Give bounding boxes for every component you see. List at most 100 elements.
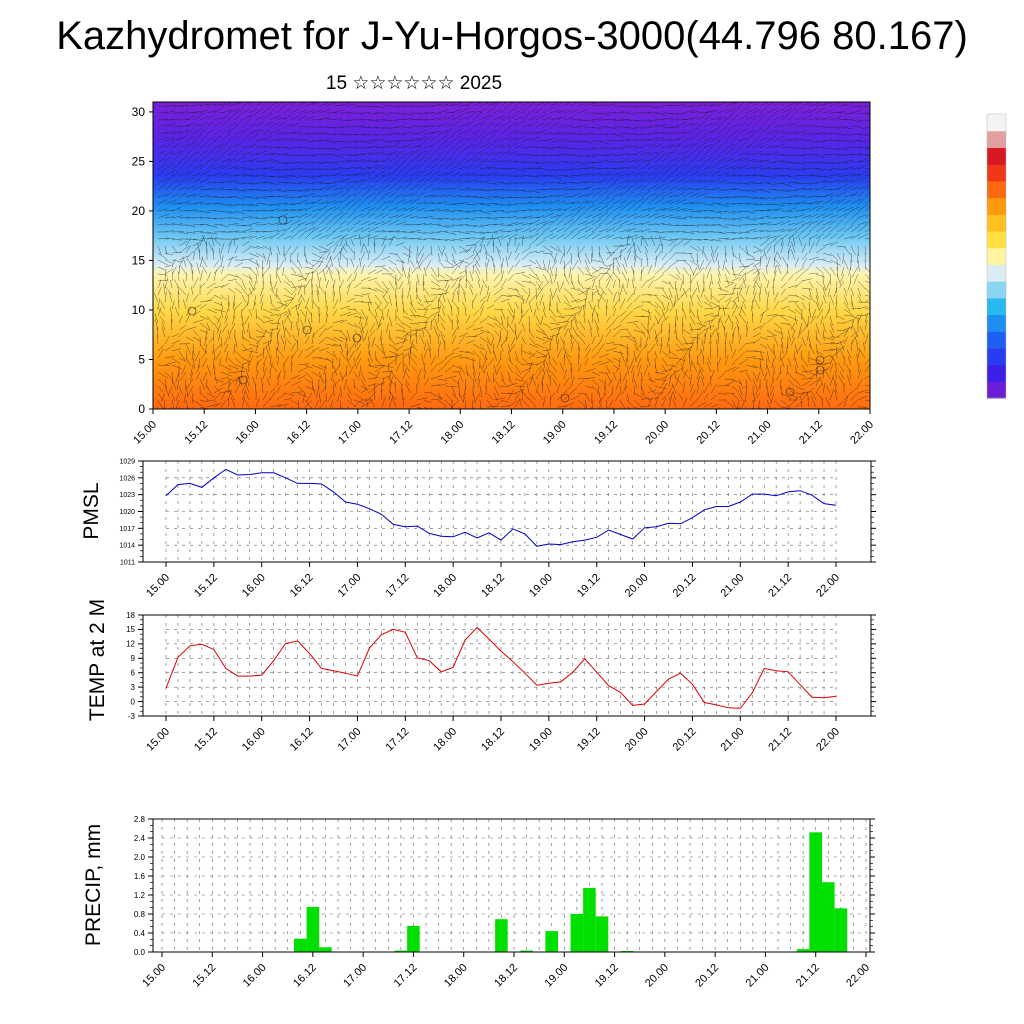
barb	[213, 301, 223, 306]
barb	[164, 264, 174, 268]
barb	[164, 245, 167, 255]
barb	[395, 340, 408, 345]
barb	[178, 171, 190, 177]
y-tick-label: 2.4	[134, 834, 146, 843]
barb	[381, 205, 389, 212]
barb	[234, 150, 243, 156]
barb	[262, 145, 271, 149]
barb	[157, 287, 162, 296]
pmsl-grid	[165, 461, 837, 562]
barb	[227, 188, 239, 191]
barb	[339, 133, 351, 136]
barb	[220, 188, 233, 191]
barb	[164, 268, 174, 275]
barb	[157, 208, 167, 212]
barb	[346, 399, 357, 408]
barb	[178, 156, 188, 163]
barb	[269, 232, 280, 240]
barb	[290, 182, 303, 185]
precip-bar	[294, 938, 307, 952]
barb	[262, 384, 264, 394]
barb	[423, 156, 432, 163]
barb	[437, 230, 448, 233]
barb	[368, 329, 376, 339]
precip-bar	[834, 908, 848, 952]
barb	[430, 148, 442, 156]
barb	[402, 333, 408, 345]
barb	[241, 135, 250, 142]
barb	[409, 170, 421, 177]
barb	[248, 230, 259, 233]
barb	[374, 160, 385, 163]
barb	[318, 266, 327, 275]
barb	[404, 363, 411, 373]
barb	[278, 259, 285, 270]
barb	[241, 247, 251, 254]
barb	[192, 304, 202, 310]
barb	[283, 287, 291, 294]
barb	[206, 282, 217, 289]
barb	[416, 308, 428, 310]
barb	[262, 175, 275, 178]
barb	[329, 399, 334, 409]
barb	[157, 252, 168, 261]
barb	[423, 378, 430, 387]
barb	[255, 209, 266, 212]
barb	[339, 220, 348, 226]
barb	[395, 193, 404, 198]
barb	[451, 162, 462, 170]
barb	[346, 273, 353, 282]
colorbar-swatch	[987, 114, 1006, 132]
barb	[266, 252, 271, 265]
barb	[164, 230, 175, 233]
barb	[411, 266, 418, 274]
x-tick-label: 19.12	[592, 419, 620, 447]
barb	[297, 109, 308, 114]
y-tick-label: 0.4	[134, 929, 146, 938]
barb	[374, 315, 379, 328]
x-tick-label: 21.12	[766, 726, 794, 754]
barb	[164, 141, 175, 149]
barb	[346, 322, 358, 328]
barb	[255, 137, 268, 142]
barb	[437, 130, 448, 135]
barb	[332, 350, 338, 361]
x-tick-label: 21.12	[797, 419, 825, 447]
barb	[402, 315, 413, 321]
barb	[325, 225, 333, 233]
barb	[213, 402, 222, 408]
barb	[353, 392, 363, 400]
barb	[234, 245, 239, 254]
barb	[395, 214, 405, 219]
barb	[206, 164, 215, 170]
barb	[269, 355, 272, 366]
barb	[437, 122, 447, 128]
barb	[190, 371, 194, 381]
barb	[318, 324, 326, 331]
barb	[297, 102, 306, 107]
barb	[290, 406, 295, 409]
barb	[185, 128, 194, 135]
barb	[367, 308, 375, 317]
barb	[359, 234, 362, 247]
barb	[388, 336, 397, 347]
barb	[374, 133, 384, 136]
barb	[367, 112, 379, 115]
barb	[213, 387, 224, 394]
barb	[206, 181, 216, 184]
barb	[224, 343, 229, 353]
barb	[304, 213, 313, 219]
barb	[325, 102, 336, 107]
barb	[234, 135, 242, 142]
barb	[332, 154, 342, 158]
barb	[206, 210, 216, 212]
barb	[339, 293, 342, 303]
barb	[402, 143, 412, 149]
barb	[395, 169, 403, 177]
y-tick-label: 12	[126, 640, 135, 649]
barb	[416, 125, 429, 128]
barb	[416, 217, 428, 219]
barb	[276, 137, 287, 142]
barb	[171, 339, 181, 345]
y-tick-label: 3	[131, 683, 136, 692]
